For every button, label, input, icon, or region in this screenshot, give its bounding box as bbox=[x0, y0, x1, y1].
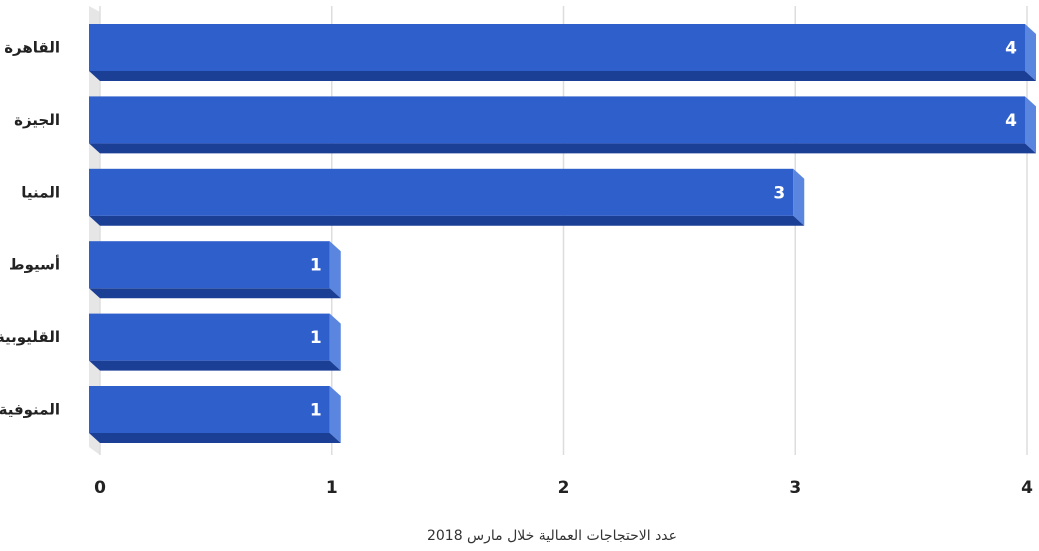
bar-bottom bbox=[89, 433, 341, 443]
bar-bottom bbox=[89, 360, 341, 371]
bar-side bbox=[793, 168, 805, 226]
bar bbox=[89, 386, 330, 433]
data-label: 4 bbox=[1005, 111, 1017, 131]
bar-bottom bbox=[89, 215, 805, 226]
bars bbox=[89, 24, 1036, 443]
data-label: 1 bbox=[310, 256, 322, 276]
data-label: 1 bbox=[310, 328, 322, 348]
bar-side bbox=[329, 241, 341, 299]
x-tick-label: 4 bbox=[1021, 478, 1033, 498]
category-label: القاهرة bbox=[4, 39, 60, 57]
data-label: 4 bbox=[1005, 39, 1017, 59]
x-tick-label: 0 bbox=[94, 478, 106, 498]
category-labels: القاهرة الجيزة المنيا أسيوط القليوبية المنوفي… bbox=[0, 39, 60, 419]
x-tick-label: 1 bbox=[326, 478, 338, 498]
bar bbox=[89, 241, 330, 289]
bar-bottom bbox=[89, 288, 341, 299]
x-tick-label: 2 bbox=[558, 478, 570, 498]
bar-side bbox=[1025, 96, 1036, 154]
data-label: 1 bbox=[310, 401, 322, 421]
category-label: أسيوط bbox=[9, 255, 60, 274]
bar bbox=[89, 96, 1025, 144]
bar-side bbox=[329, 313, 341, 371]
bar bbox=[89, 168, 794, 216]
x-tick-label: 3 bbox=[789, 478, 801, 498]
bar-bottom bbox=[89, 71, 1036, 81]
bar-side bbox=[329, 386, 341, 443]
bar-bottom bbox=[89, 143, 1036, 154]
category-label: المنوفية bbox=[0, 401, 60, 419]
category-label: الجيزة bbox=[14, 111, 60, 129]
bar bbox=[89, 313, 330, 361]
bar-side bbox=[1025, 24, 1036, 81]
category-label: المنيا bbox=[21, 183, 60, 201]
x-axis-title: عدد الاحتجاجات العمالية خلال مارس 2018 bbox=[427, 528, 677, 544]
grid-lines bbox=[99, 6, 1028, 455]
bar bbox=[89, 24, 1025, 71]
category-label: القليوبية bbox=[0, 328, 60, 346]
data-labels: 4 4 3 1 1 1 bbox=[310, 39, 1017, 421]
x-tick-labels: 0 1 2 3 4 bbox=[94, 478, 1033, 498]
data-label: 3 bbox=[773, 183, 785, 203]
